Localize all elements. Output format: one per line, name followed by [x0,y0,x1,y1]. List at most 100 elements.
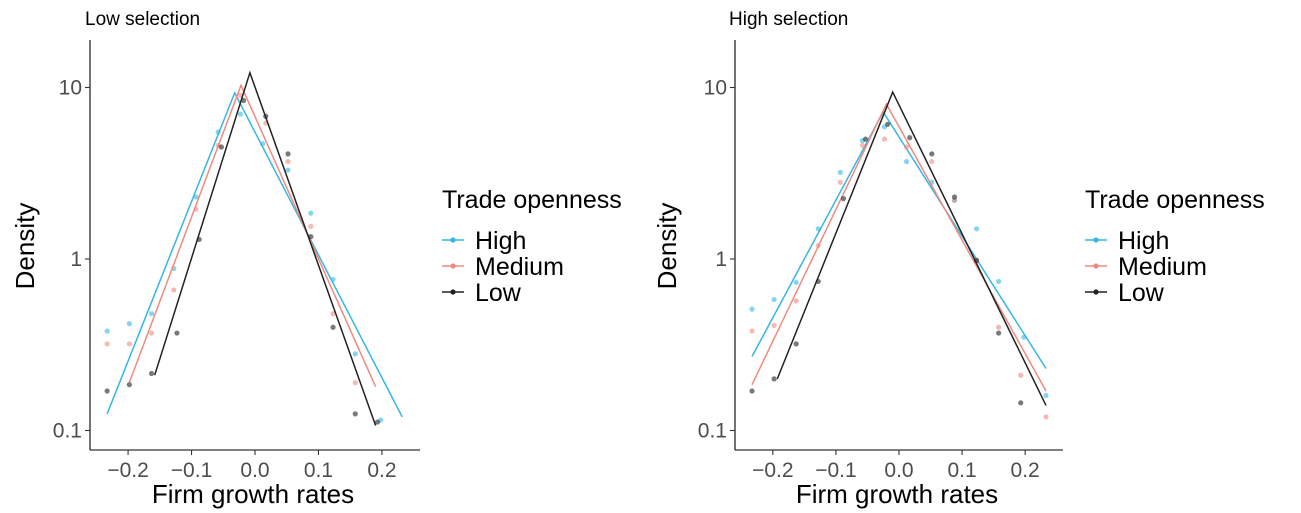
x-tick-label: 0.2 [367,459,396,482]
data-point [749,328,755,334]
y-axis-title: Density [10,203,40,290]
x-tick-label: 0.0 [240,459,269,482]
series-low [104,70,381,426]
data-point [285,151,291,157]
data-point [148,370,155,377]
legend-key-point [450,263,456,269]
x-tick-label: 0.2 [1011,459,1040,482]
y-tick-label: 1 [715,248,727,271]
y-tick-label: 1 [70,248,82,271]
data-point [171,287,177,293]
data-point [148,330,155,336]
data-point [859,142,866,148]
data-point [885,121,891,127]
panel-title: High selection [729,9,848,30]
data-point [951,194,958,200]
data-point [1043,414,1049,420]
data-point [929,151,935,157]
fit-line [776,90,1047,406]
data-point [903,144,910,150]
data-point [285,167,291,173]
data-point [749,388,755,394]
legend-label: Medium [1118,253,1207,281]
series-high [104,91,403,423]
y-tick-label: 10 [59,77,82,100]
data-point [330,324,336,330]
data-point [352,380,358,386]
data-point [1043,392,1049,399]
data-point [996,278,1002,285]
panel-title: Low selection [85,9,200,30]
data-point [308,223,314,229]
fit-line [153,70,377,426]
y-tick-label: 0.1 [53,420,82,443]
series-low [749,90,1047,406]
x-tick-label: 0.0 [884,459,913,482]
data-point [126,341,132,347]
data-point [929,158,935,165]
legend-label: Low [1118,279,1165,307]
data-point [374,419,381,425]
data-point [973,226,980,232]
series-medium [749,102,1049,420]
data-point [837,169,843,175]
data-point [330,311,336,317]
data-point [1018,372,1024,378]
data-point [352,351,358,357]
legend-key-point [450,237,456,243]
y-axis-title: Density [652,203,682,290]
data-point [126,382,132,388]
data-point [193,194,199,200]
legend-label: Medium [475,253,564,281]
data-point [148,311,155,317]
legend-label: High [475,227,526,255]
data-point [104,341,110,347]
legend-title: Trade openness [442,186,622,214]
data-point [218,144,224,150]
x-tick-label: 0.1 [304,459,333,482]
data-point [308,210,314,216]
fit-line [106,91,403,418]
data-point [903,158,910,165]
data-point [1018,400,1024,406]
data-point [996,324,1002,330]
x-tick-label: −0.1 [815,459,856,482]
data-point [793,279,799,286]
legend-label: High [1118,227,1169,255]
x-axis-title: Firm growth rates [796,479,998,509]
data-point [771,376,777,382]
data-point [104,328,110,334]
data-point [749,306,755,312]
data-point [771,322,777,329]
x-tick-label: −0.2 [107,459,148,482]
y-tick-label: 0.1 [698,420,727,443]
legend-key-point [1093,263,1099,269]
data-point [996,330,1002,336]
data-point [793,298,799,304]
data-point [862,136,869,142]
legend-title: Trade openness [1085,186,1265,214]
data-point [793,341,799,347]
x-tick-label: −0.1 [171,459,212,482]
data-point [881,136,888,142]
data-point [237,111,244,117]
data-point [285,158,291,165]
data-point [352,411,358,417]
data-point [126,321,132,327]
data-point [840,196,847,202]
data-point [907,135,913,141]
fit-line [128,83,377,388]
x-axis-title: Firm growth rates [152,479,354,509]
series-medium [104,83,377,388]
panel-high-selection: High selection 0.1 1 10 −0.2 −0.1 0.0 0.1 0.2 Fir… [652,9,1265,509]
fit-line [751,110,1047,369]
x-tick-label: 0.1 [947,459,976,482]
legend-key-point [1093,237,1099,243]
data-point [771,296,777,303]
series-high [749,110,1049,399]
data-point [104,388,110,394]
x-tick-label: −0.2 [752,459,793,482]
